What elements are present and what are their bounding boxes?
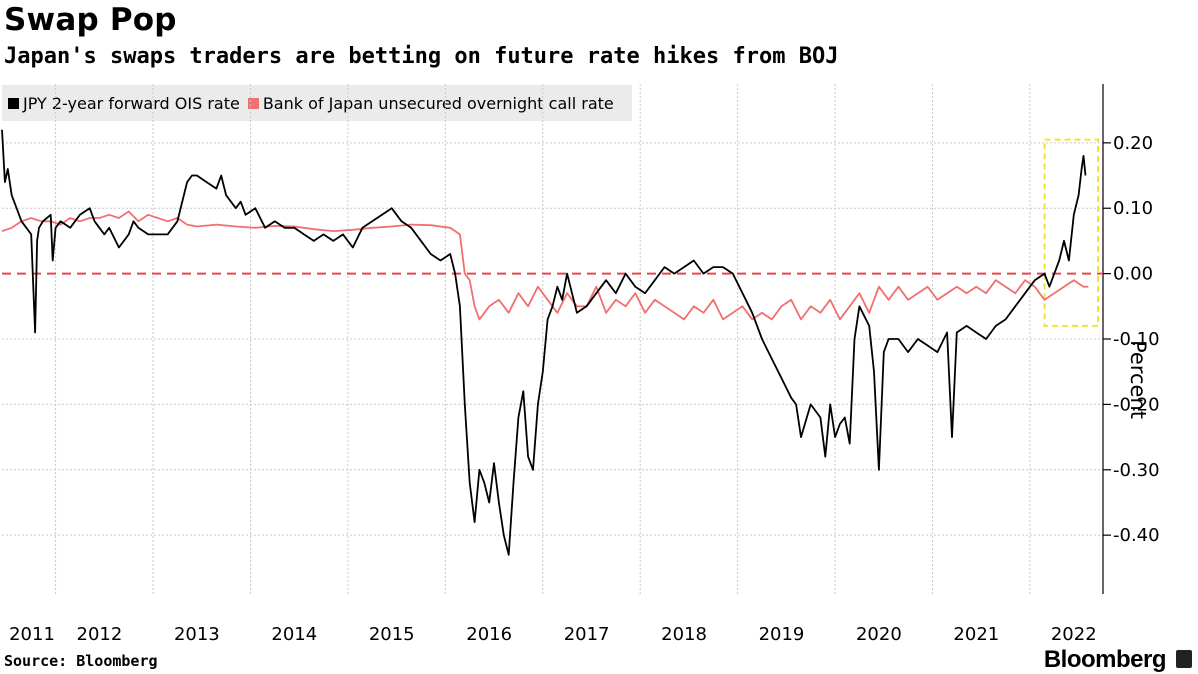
y-tick-label: -0.30: [1113, 460, 1160, 481]
legend-item-ois: JPY 2-year forward OIS rate: [8, 94, 240, 113]
x-tick-label: 2021: [953, 624, 999, 645]
x-tick-label: 2019: [759, 624, 805, 645]
series-line-call-rate: [1, 210, 1089, 321]
x-tick-label: 2020: [856, 624, 902, 645]
y-axis-label: Percent: [1126, 340, 1150, 420]
bloomberg-badge-icon: [1176, 650, 1192, 668]
y-tick-label: 0.00: [1113, 264, 1153, 285]
chart-title: Swap Pop: [4, 2, 177, 38]
y-tick-label: 0.10: [1113, 198, 1153, 219]
legend-item-call-rate: Bank of Japan unsecured overnight call r…: [247, 93, 614, 113]
chart-subtitle: Japan's swaps traders are betting on fut…: [4, 44, 839, 69]
bloomberg-logo: Bloomberg: [1043, 646, 1167, 673]
x-tick-label: 2013: [174, 624, 220, 645]
x-tick-label: 2011: [9, 624, 55, 645]
legend-swatch-ois: [8, 97, 19, 109]
x-tick-label: 2022: [1051, 624, 1097, 645]
x-tick-label: 2016: [466, 624, 512, 645]
legend-label-call-rate: Bank of Japan unsecured overnight call r…: [262, 93, 614, 113]
x-tick-label: 2015: [369, 624, 415, 645]
series-line-ois: [1, 129, 1087, 556]
x-tick-label: 2017: [564, 624, 610, 645]
chart-legend: JPY 2-year forward OIS rate Bank of Japa…: [2, 85, 632, 121]
y-tick-label: -0.20: [1113, 394, 1160, 415]
y-tick-label: -0.40: [1113, 525, 1160, 546]
x-tick-label: 2018: [661, 624, 707, 645]
legend-swatch-call-rate: [247, 97, 259, 109]
x-tick-label: 2012: [77, 624, 123, 645]
y-tick-label: 0.20: [1113, 133, 1153, 154]
legend-label-ois: JPY 2-year forward OIS rate: [23, 93, 240, 113]
source-note: Source: Bloomberg: [4, 652, 158, 670]
x-tick-label: 2014: [271, 624, 317, 645]
y-tick-label: -0.10: [1113, 329, 1160, 350]
